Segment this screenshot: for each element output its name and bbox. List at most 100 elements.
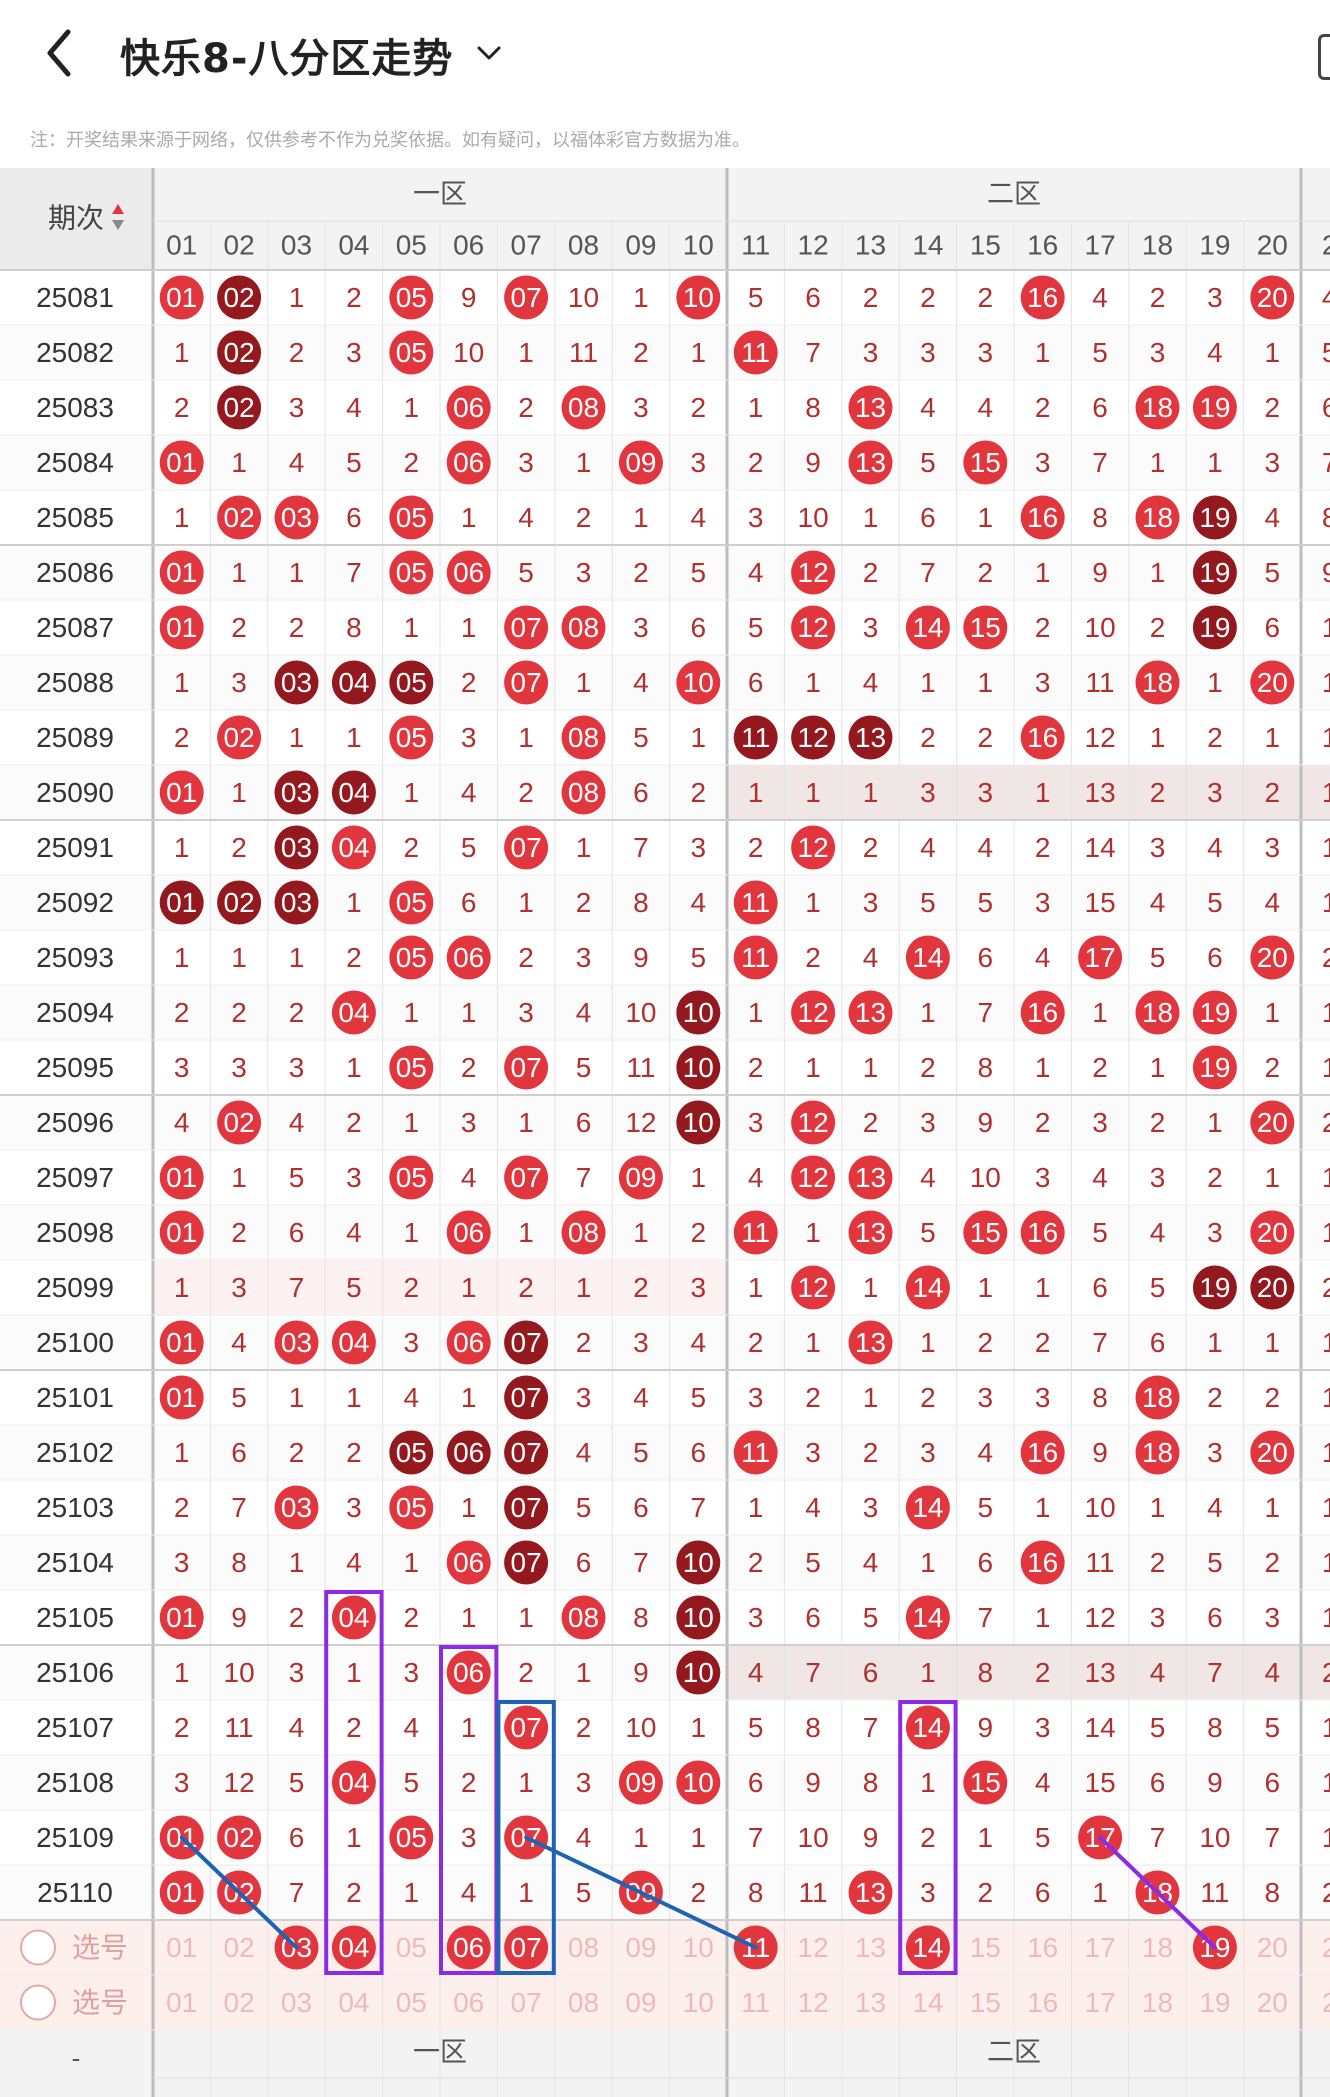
- hit-number: 04: [338, 667, 369, 698]
- select-number[interactable]: 20: [1257, 1932, 1288, 1963]
- select-number[interactable]: 09: [625, 1987, 656, 2018]
- toolbar-edge-icon[interactable]: [1318, 34, 1330, 80]
- select-number[interactable]: 17: [1085, 1932, 1116, 1963]
- select-number[interactable]: 08: [568, 1932, 599, 1963]
- select-number[interactable]: 02: [224, 1932, 255, 1963]
- miss-count: 1: [576, 667, 592, 698]
- miss-count: 8: [231, 1547, 247, 1578]
- miss-count: 8: [633, 887, 649, 918]
- page-title[interactable]: 快乐8-八分区走势: [120, 36, 454, 82]
- hit-number: 06: [453, 1217, 484, 1248]
- select-number[interactable]: 08: [568, 1987, 599, 2018]
- hit-number: 19: [1199, 557, 1230, 588]
- select-number[interactable]: 10: [683, 1987, 714, 2018]
- select-number[interactable]: 15: [970, 1932, 1001, 1963]
- miss-count: 2: [978, 1327, 994, 1358]
- hit-ball: [1192, 1265, 1237, 1310]
- issue-column-header[interactable]: 期次: [48, 203, 104, 234]
- miss-count: 3: [174, 1767, 190, 1798]
- select-number[interactable]: 06: [453, 1987, 484, 2018]
- miss-count: 3: [633, 1327, 649, 1358]
- hit-number: 11: [741, 887, 770, 918]
- select-number[interactable]: 03: [281, 1987, 312, 2018]
- hit-ball: [618, 440, 663, 485]
- select-number[interactable]: 13: [855, 1932, 886, 1963]
- select-number[interactable]: 09: [625, 1932, 656, 1963]
- select-number[interactable]: 11: [741, 1987, 770, 2018]
- select-number[interactable]: 18: [1142, 1932, 1173, 1963]
- miss-count: 11: [225, 1712, 254, 1743]
- miss-count: 5: [920, 447, 936, 478]
- miss-count: 2: [461, 1052, 477, 1083]
- select-number[interactable]: 17: [1085, 1987, 1116, 2018]
- select-number[interactable]: 2: [1322, 1932, 1330, 1963]
- select-radio[interactable]: [20, 1929, 56, 1966]
- selected-number[interactable]: 07: [511, 1932, 542, 1963]
- miss-count: 2: [1035, 612, 1051, 643]
- miss-count: 3: [1035, 887, 1051, 918]
- miss-count: 7: [289, 1272, 305, 1303]
- miss-count: 2: [346, 1712, 362, 1743]
- hit-number: 01: [166, 1382, 197, 1413]
- hit-ball: [561, 605, 606, 650]
- chevron-down-icon[interactable]: [474, 38, 504, 68]
- miss-count: 1: [461, 612, 477, 643]
- hit-number: 08: [568, 612, 599, 643]
- miss-count: 6: [1207, 942, 1223, 973]
- miss-count: 3: [346, 1162, 362, 1193]
- hit-ball: [274, 1485, 319, 1530]
- miss-count: 1: [1322, 1602, 1330, 1633]
- selected-ball[interactable]: [331, 1925, 376, 1970]
- select-number[interactable]: 12: [798, 1987, 829, 2018]
- miss-count: 3: [1150, 1602, 1166, 1633]
- select-number[interactable]: 16: [1027, 1987, 1058, 2018]
- column-number: 04: [338, 230, 369, 261]
- miss-count: 2: [346, 282, 362, 313]
- selected-number[interactable]: 14: [912, 1932, 943, 1963]
- miss-count: 1: [1207, 667, 1223, 698]
- select-number[interactable]: 15: [970, 1987, 1001, 2018]
- selected-ball[interactable]: [446, 1925, 491, 1970]
- select-number[interactable]: 16: [1027, 1932, 1058, 1963]
- select-radio[interactable]: [20, 1984, 56, 2021]
- miss-count: 5: [1150, 1272, 1166, 1303]
- hit-number: 04: [338, 1327, 369, 1358]
- hit-ball: [1020, 1540, 1065, 1585]
- miss-count: 4: [1265, 1657, 1281, 1688]
- selected-number[interactable]: 06: [453, 1932, 484, 1963]
- miss-count: 3: [576, 1767, 592, 1798]
- miss-count: 1: [461, 997, 477, 1028]
- select-number[interactable]: 10: [683, 1932, 714, 1963]
- hit-number: 04: [338, 997, 369, 1028]
- hit-ball: [504, 1375, 549, 1420]
- selected-ball[interactable]: [504, 1925, 549, 1970]
- select-number[interactable]: 05: [396, 1987, 427, 2018]
- miss-count: 3: [748, 1107, 764, 1138]
- select-number[interactable]: 20: [1257, 1987, 1288, 2018]
- select-number[interactable]: 07: [511, 1987, 542, 2018]
- select-number[interactable]: 04: [338, 1987, 369, 2018]
- column-number: 03: [281, 230, 312, 261]
- select-number[interactable]: 2: [1322, 1987, 1330, 2018]
- select-number[interactable]: 19: [1199, 1987, 1230, 2018]
- select-number[interactable]: 18: [1142, 1987, 1173, 2018]
- sort-up-icon[interactable]: [112, 204, 124, 214]
- select-number[interactable]: 05: [396, 1932, 427, 1963]
- issue-number: 25086: [36, 557, 114, 588]
- issue-number: 25105: [36, 1602, 114, 1633]
- selected-ball[interactable]: [905, 1925, 950, 1970]
- hit-number: 18: [1142, 667, 1173, 698]
- select-number[interactable]: 13: [855, 1987, 886, 2018]
- select-number[interactable]: 14: [912, 1987, 943, 2018]
- select-number[interactable]: 02: [224, 1987, 255, 2018]
- hit-ball: [676, 1650, 721, 1695]
- select-number[interactable]: 01: [166, 1932, 197, 1963]
- selected-number[interactable]: 04: [338, 1932, 369, 1963]
- sort-down-icon[interactable]: [112, 220, 124, 230]
- miss-count: 1: [518, 722, 534, 753]
- select-number[interactable]: 01: [166, 1987, 197, 2018]
- back-arrow-icon[interactable]: [38, 22, 82, 84]
- issue-number: 25099: [36, 1272, 114, 1303]
- select-number[interactable]: 12: [798, 1932, 829, 1963]
